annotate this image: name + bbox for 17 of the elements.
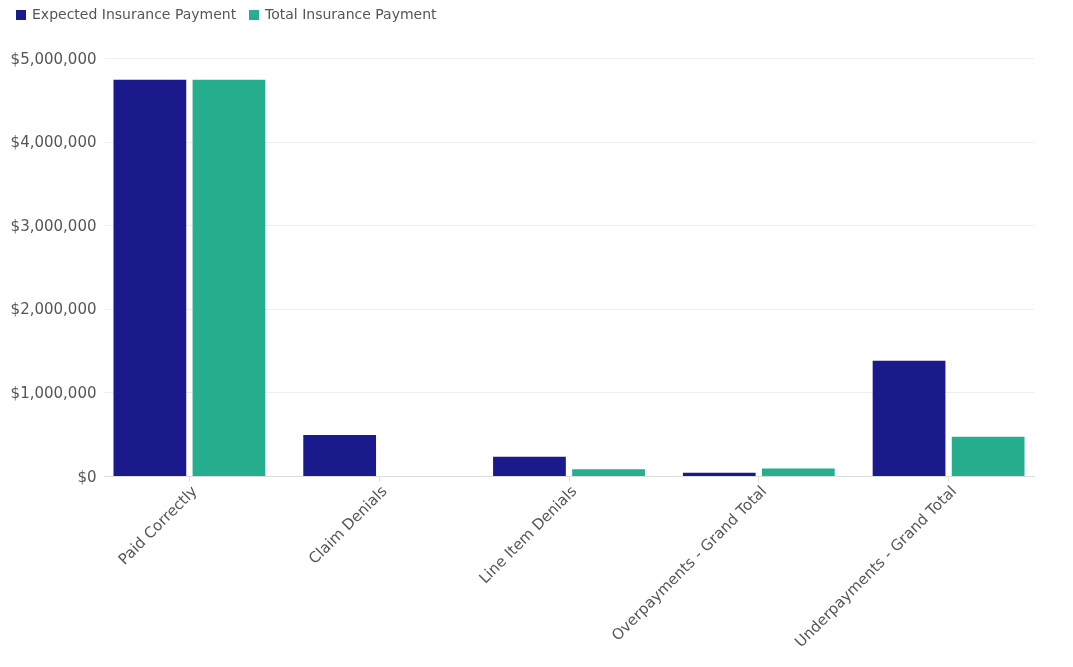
bar [872, 360, 946, 476]
y-tick-label: $4,000,000 [10, 133, 97, 152]
bar [682, 472, 756, 476]
y-tick-label: $1,000,000 [10, 383, 97, 402]
bar [572, 469, 645, 476]
legend-label: Expected Insurance Payment [32, 6, 237, 22]
bar [113, 79, 187, 476]
bar [951, 436, 1025, 476]
bar [303, 435, 377, 476]
y-tick-label: $0 [77, 467, 97, 486]
y-tick-label: $2,000,000 [10, 300, 97, 319]
bar [192, 79, 266, 476]
y-tick-label: $3,000,000 [10, 216, 97, 235]
bar [493, 456, 566, 476]
bar [761, 468, 835, 476]
y-tick-label: $5,000,000 [10, 49, 97, 68]
legend-label: Total Insurance Payment [264, 6, 438, 22]
